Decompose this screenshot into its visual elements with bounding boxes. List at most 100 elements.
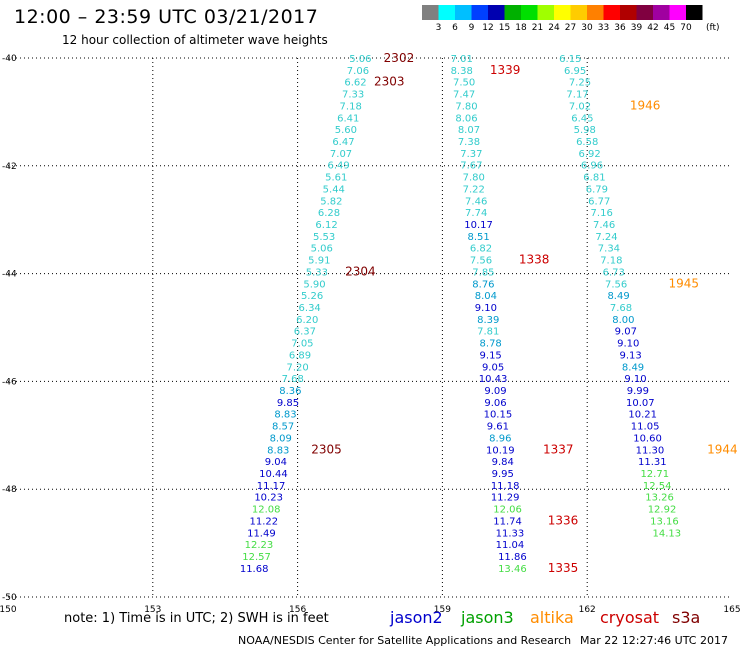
swh-value: 5.91 bbox=[308, 256, 330, 267]
mission-jason2: jason2 bbox=[390, 608, 443, 627]
swh-value: 7.80 bbox=[463, 173, 485, 184]
swh-value: 11.33 bbox=[496, 528, 525, 539]
swh-value: 8.49 bbox=[607, 291, 629, 302]
y-tick-label: -44 bbox=[2, 270, 17, 280]
scale-label: 15 bbox=[498, 23, 511, 33]
swh-value: 13.46 bbox=[498, 564, 527, 575]
x-tick-label: 159 bbox=[434, 605, 451, 615]
swh-value: 5.44 bbox=[323, 184, 345, 195]
swh-value: 8.83 bbox=[267, 445, 289, 456]
swh-value: 13.26 bbox=[645, 493, 674, 504]
scale-swatch bbox=[438, 5, 455, 20]
scale-swatch bbox=[686, 5, 703, 20]
swh-value: 11.30 bbox=[636, 445, 665, 456]
swh-value: 12.54 bbox=[643, 481, 672, 492]
swh-value: 9.95 bbox=[492, 469, 514, 480]
page-subtitle: 12 hour collection of altimeter wave hei… bbox=[62, 33, 328, 47]
scale-label: 33 bbox=[597, 23, 610, 33]
swh-value: 12.23 bbox=[245, 540, 274, 551]
x-tick-label: 153 bbox=[144, 605, 161, 615]
swh-value: 7.46 bbox=[593, 220, 615, 231]
swh-value: 6.79 bbox=[586, 184, 608, 195]
timestamp: Mar 22 12:27:46 UTC 2017 bbox=[580, 634, 728, 647]
swh-value: 7.47 bbox=[453, 90, 475, 101]
swh-value: 12.92 bbox=[648, 505, 677, 516]
swh-value: 6.96 bbox=[581, 161, 603, 172]
time-label: 1946 bbox=[630, 98, 661, 112]
swh-value: 9.15 bbox=[480, 350, 502, 361]
y-tick-label: -42 bbox=[2, 162, 17, 172]
scale-label: 70 bbox=[680, 23, 692, 33]
swh-value: 7.81 bbox=[477, 327, 499, 338]
swh-value: 10.15 bbox=[484, 410, 513, 421]
swh-value: 8.00 bbox=[612, 315, 634, 326]
scale-label: 9 bbox=[468, 23, 475, 33]
swh-value: 7.06 bbox=[347, 66, 369, 77]
scale-label: 39 bbox=[630, 23, 643, 33]
swh-value: 7.07 bbox=[330, 149, 352, 160]
swh-value: 7.67 bbox=[460, 161, 482, 172]
swh-value: 5.98 bbox=[574, 125, 596, 136]
swh-value: 12.71 bbox=[640, 469, 669, 480]
swh-value: 11.17 bbox=[257, 481, 286, 492]
swh-value: 5.26 bbox=[301, 291, 323, 302]
swh-value: 8.04 bbox=[475, 291, 497, 302]
swh-value: 8.83 bbox=[274, 410, 296, 421]
swh-value: 11.05 bbox=[631, 422, 660, 433]
y-tick-label: -48 bbox=[2, 485, 17, 495]
swh-value: 9.04 bbox=[265, 457, 287, 468]
scale-swatch bbox=[537, 5, 554, 20]
footer-note: note: 1) Time is in UTC; 2) SWH is in fe… bbox=[64, 611, 329, 626]
swh-value: 6.34 bbox=[299, 303, 321, 314]
y-tick-label: -46 bbox=[2, 377, 17, 387]
swh-value: 7.18 bbox=[600, 256, 622, 267]
scale-swatch bbox=[587, 5, 604, 20]
swh-value: 7.24 bbox=[595, 232, 617, 243]
swh-value: 12.08 bbox=[252, 505, 281, 516]
swh-value: 9.10 bbox=[617, 339, 639, 350]
mission-jason3: jason3 bbox=[461, 608, 514, 627]
swh-value: 7.68 bbox=[610, 303, 632, 314]
swh-value: 6.62 bbox=[344, 78, 366, 89]
scale-swatch bbox=[603, 5, 620, 20]
swh-value: 7.85 bbox=[472, 267, 494, 278]
swh-value: 7.05 bbox=[291, 339, 313, 350]
swh-value: 7.22 bbox=[463, 184, 485, 195]
swh-value: 11.68 bbox=[240, 564, 269, 575]
scale-label: 45 bbox=[663, 23, 676, 33]
swh-value: 6.20 bbox=[296, 315, 318, 326]
swh-value: 6.28 bbox=[318, 208, 340, 219]
y-tick-label: -40 bbox=[2, 54, 17, 64]
swh-value: 11.74 bbox=[493, 516, 522, 527]
swh-value: 10.23 bbox=[254, 493, 283, 504]
scale-swatch bbox=[521, 5, 538, 20]
swh-value: 9.61 bbox=[487, 422, 509, 433]
time-label: 1945 bbox=[668, 276, 699, 290]
swh-value: 7.01 bbox=[451, 54, 473, 65]
swh-value: 6.15 bbox=[559, 54, 581, 65]
time-label: 1944 bbox=[707, 442, 738, 456]
swh-value: 7.02 bbox=[569, 101, 591, 112]
time-label: 2304 bbox=[345, 264, 376, 278]
scale-label: 3 bbox=[435, 23, 442, 33]
x-tick-label: 162 bbox=[579, 605, 596, 615]
swh-value: 6.37 bbox=[294, 327, 316, 338]
swh-value: 9.07 bbox=[615, 327, 637, 338]
scale-label: 6 bbox=[452, 23, 458, 33]
swh-value: 10.44 bbox=[259, 469, 288, 480]
swh-value: 7.56 bbox=[470, 256, 492, 267]
scale-label: 27 bbox=[564, 23, 577, 33]
scale-swatch bbox=[620, 5, 637, 20]
swh-value: 7.17 bbox=[566, 90, 588, 101]
time-label: 1336 bbox=[548, 513, 579, 527]
swh-value: 9.84 bbox=[492, 457, 514, 468]
swh-value: 11.86 bbox=[498, 552, 527, 563]
x-tick-label: 165 bbox=[723, 605, 740, 615]
swh-value: 8.07 bbox=[458, 125, 480, 136]
swh-value: 7.46 bbox=[465, 196, 487, 207]
time-label: 1337 bbox=[543, 442, 574, 456]
swh-value: 9.10 bbox=[475, 303, 497, 314]
swh-value: 6.47 bbox=[332, 137, 354, 148]
time-label: 1335 bbox=[548, 561, 579, 575]
